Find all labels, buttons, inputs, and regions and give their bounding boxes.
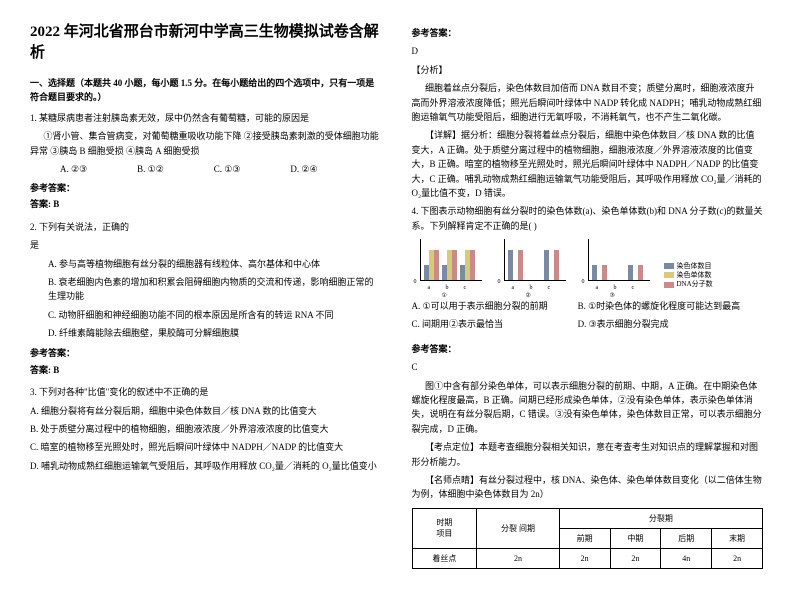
q2-opt-a: A. 参与高等植物细胞有丝分裂的细胞器有线粒体、高尔基体和中心体 bbox=[48, 257, 382, 271]
q1-opt-a: A. ②③ bbox=[60, 164, 87, 175]
q4-charts: abc①0 abc②0 abc③0 染色体数目 染色单体数 DNA分子数 bbox=[412, 239, 764, 289]
chart-2: abc②0 bbox=[496, 239, 566, 289]
legend-label-3: DNA分子数 bbox=[677, 280, 713, 289]
analysis-label: 【分析】 bbox=[412, 63, 764, 77]
q4-opt-a: A. ①可以用于表示细胞分裂的前期 bbox=[412, 299, 548, 313]
q4-opt-c: C. 间期用②表示最恰当 bbox=[412, 317, 548, 331]
page-title: 2022 年河北省邢台市新河中学高三生物模拟试卷含解析 bbox=[30, 20, 382, 62]
q1-options: A. ②③ B. ①② C. ①③ D. ②④ bbox=[60, 164, 382, 175]
q4-answer: C bbox=[412, 360, 764, 374]
q2-opt-c: C. 动物肝细胞和神经细胞功能不同的根本原因是所含有的转运 RNA 不同 bbox=[48, 308, 382, 322]
answer-label: 参考答案： bbox=[30, 181, 382, 195]
q4-stem: 4. 下图表示动物细胞有丝分裂时的染色体数(a)、染色单体数(b)和 DNA 分… bbox=[412, 204, 764, 233]
answer-label: 参考答案： bbox=[30, 346, 382, 360]
q1-body: ①肾小管、集合管病变，对葡萄糖重吸收功能下降 ②接受胰岛素刺激的受体细胞功能异常… bbox=[30, 129, 382, 158]
answer-label: 参考答案： bbox=[412, 26, 764, 40]
row-label: 着丝点 bbox=[412, 548, 477, 568]
answer-label: 参考答案： bbox=[412, 342, 764, 356]
th-anaphase: 后期 bbox=[661, 528, 712, 548]
legend-swatch-c bbox=[664, 282, 674, 288]
q4-explain: 图①中含有部分染色单体，可以表示细胞分裂的前期、中期，A 正确。在中期染色体螺旋… bbox=[412, 379, 764, 437]
q3-opt-b: B. 处于质壁分离过程中的植物细胞，细胞液浓度／外界溶液浓度的比值变大 bbox=[30, 422, 382, 436]
legend-label-1: 染色体数目 bbox=[677, 262, 712, 271]
q2-stem2: 是 bbox=[30, 238, 382, 252]
legend-swatch-a bbox=[664, 263, 674, 269]
table-row: 着丝点 2n 2n 2n 4n 2n bbox=[412, 548, 763, 568]
q1-stem: 1. 某糖尿病患者注射胰岛素无效，尿中仍然含有葡萄糖，可能的原因是 bbox=[30, 111, 382, 125]
th-period: 时期 bbox=[436, 518, 452, 527]
cell: 2n bbox=[477, 548, 559, 568]
th-interphase: 分裂 间期 bbox=[477, 508, 559, 548]
q2-opt-b: B. 衰老细胞内色素的增加和积累会阻碍细胞内物质的交流和传递，影响细胞正常的生理… bbox=[48, 275, 382, 304]
q2-answer: 答案: B bbox=[30, 363, 382, 377]
q1-answer: 答案: B bbox=[30, 197, 382, 211]
th-metaphase: 中期 bbox=[610, 528, 661, 548]
th-division: 分裂期 bbox=[559, 508, 762, 528]
q1-opt-d: D. ②④ bbox=[290, 164, 317, 175]
chart-legend: 染色体数目 染色单体数 DNA分子数 bbox=[664, 262, 713, 289]
q1-opt-c: C. ①③ bbox=[214, 164, 241, 175]
cell: 2n bbox=[559, 548, 610, 568]
q4-mingshi: 【名师点睛】有丝分裂过程中，核 DNA、染色体、染色单体数目变化（以二倍体生物为… bbox=[412, 473, 764, 502]
detail-body: 【详解】据分析：细胞分裂将着丝点分裂后，细胞中染色体数目／核 DNA 数的比值变… bbox=[412, 128, 764, 200]
q2-stem: 2. 下列有关说法，正确的 bbox=[30, 220, 382, 234]
q4-kaodian: 【考点定位】本题考查细胞分裂相关知识，意在考查考生对知识点的理解掌握和对图形分析… bbox=[412, 440, 764, 469]
th-telophase: 末期 bbox=[712, 528, 763, 548]
chart-1: abc①0 bbox=[412, 239, 482, 289]
th-prophase: 前期 bbox=[559, 528, 610, 548]
q1-opt-b: B. ①② bbox=[137, 164, 164, 175]
cell: 2n bbox=[712, 548, 763, 568]
chart-3: abc③0 bbox=[580, 239, 650, 289]
q3-opt-a: A. 细胞分裂将有丝分裂后期，细胞中染色体数目／核 DNA 数的比值变大 bbox=[30, 404, 382, 418]
phase-table: 时期项目 分裂 间期 分裂期 前期 中期 后期 末期 着丝点 2n 2n 2n … bbox=[412, 508, 764, 569]
q4-opt-d: D. ③表示细胞分裂完成 bbox=[578, 317, 741, 331]
cell: 2n bbox=[610, 548, 661, 568]
q3-opt-d: D. 哺乳动物成熟红细胞运输氧气受阻后，其呼吸作用释放 CO₂量／消耗的 O₂量… bbox=[30, 459, 382, 473]
section-heading: 一、选择题（本题共 40 小题，每小题 1.5 分。在每小题给出的四个选项中，只… bbox=[30, 76, 382, 105]
q3-stem: 3. 下列对各种"比值"变化的叙述中不正确的是 bbox=[30, 385, 382, 399]
analysis-body: 细胞着丝点分裂后，染色体数目加倍而 DNA 数目不变；质壁分离时，细胞液浓度升高… bbox=[412, 81, 764, 124]
q3-answer: D bbox=[412, 44, 764, 58]
th-item: 项目 bbox=[436, 529, 452, 538]
legend-label-2: 染色单体数 bbox=[677, 271, 712, 280]
q2-opt-d: D. 纤维素酶能除去细胞壁，果胶酶可分解细胞膜 bbox=[48, 326, 382, 340]
q4-opt-b: B. ①时染色体的螺旋化程度可能达到最高 bbox=[578, 299, 741, 313]
q3-opt-c: C. 暗室的植物移至光照处时，照光后瞬间叶绿体中 NADPH／NADP 的比值变… bbox=[30, 440, 382, 454]
legend-swatch-b bbox=[664, 272, 674, 278]
cell: 4n bbox=[661, 548, 712, 568]
